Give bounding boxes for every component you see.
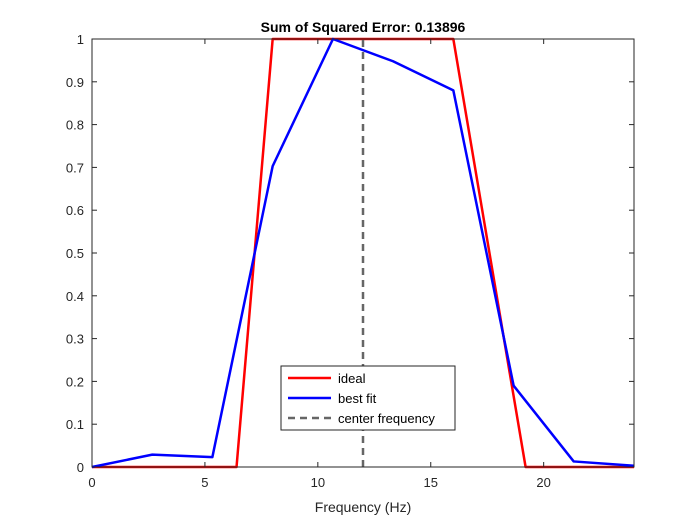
y-tick-label: 0.8 xyxy=(66,118,84,133)
legend-label-center-frequency: center frequency xyxy=(338,411,435,426)
y-tick-label: 0.6 xyxy=(66,203,84,218)
x-tick-label: 15 xyxy=(424,475,438,490)
x-tick-label: 0 xyxy=(88,475,95,490)
legend-label-ideal: ideal xyxy=(338,371,366,386)
x-tick-label: 20 xyxy=(536,475,550,490)
x-tick-label: 5 xyxy=(201,475,208,490)
y-tick-label: 1 xyxy=(77,32,84,47)
series-line-best-fit xyxy=(91,37,635,469)
ticks-layer: 0 5 10 15 20 0 0.1 0.2 0.3 0.4 0.5 0.6 0.7 0.8 0.9 1 xyxy=(66,32,634,490)
x-tick-label: 10 xyxy=(311,475,325,490)
x-axis-label: Frequency (Hz) xyxy=(315,499,411,515)
y-tick-label: 0.3 xyxy=(66,332,84,347)
y-tick-label: 0.2 xyxy=(66,374,84,389)
y-tick-label: 0.9 xyxy=(66,75,84,90)
y-tick-label: 0.1 xyxy=(66,417,84,432)
y-tick-label: 0.4 xyxy=(66,289,84,304)
y-tick-label: 0.5 xyxy=(66,246,84,261)
chart-title: Sum of Squared Error: 0.13896 xyxy=(261,19,466,35)
legend: ideal best fit center frequency xyxy=(280,365,456,431)
y-tick-label: 0.7 xyxy=(66,160,84,175)
legend-label-best-fit: best fit xyxy=(338,391,377,406)
y-tick-label: 0 xyxy=(77,460,84,475)
